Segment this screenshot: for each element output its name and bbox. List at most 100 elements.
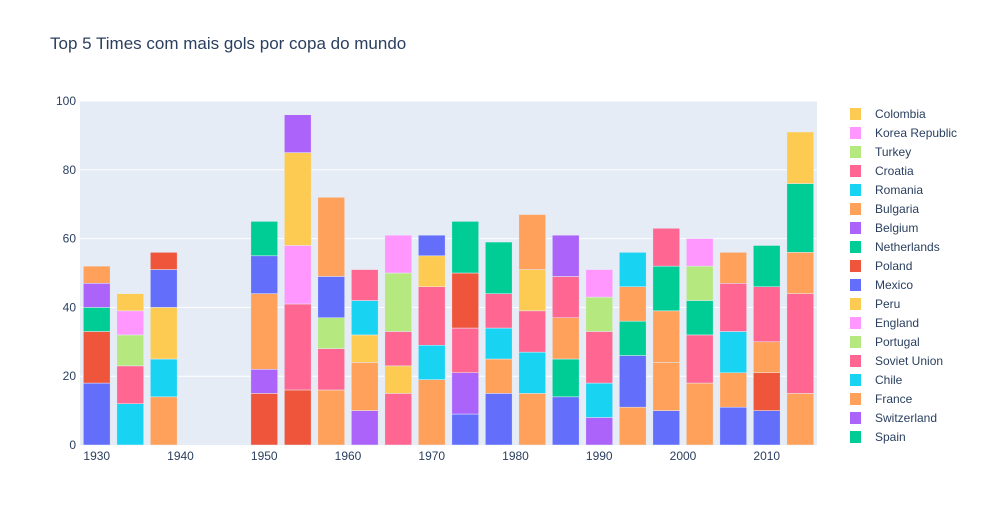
bar-segment-chile[interactable] [351, 300, 379, 336]
bar-segment-switzerland[interactable] [250, 369, 278, 394]
bar-segment-mexico[interactable] [619, 355, 647, 408]
bar-segment-soviet-union[interactable] [384, 393, 412, 446]
legend-swatch-colombia[interactable] [850, 108, 861, 120]
bar-segment-france[interactable] [786, 252, 814, 294]
legend-swatch-romania[interactable] [850, 184, 861, 196]
bar-segment-england[interactable] [384, 234, 412, 274]
legend-label-mexico[interactable]: Mexico [875, 278, 913, 292]
bar-segment-soviet-union[interactable] [317, 348, 345, 391]
bar-segment-spain[interactable] [552, 358, 580, 398]
bar-segment-france[interactable] [619, 286, 647, 322]
bar-segment-spain[interactable] [786, 183, 814, 253]
bar-segment-switzerland[interactable] [351, 410, 379, 446]
bar-segment-soviet-union[interactable] [585, 331, 613, 384]
bar-segment-chile[interactable] [485, 327, 513, 360]
legend-label-france[interactable]: France [875, 392, 913, 406]
bar-segment-peru[interactable] [384, 365, 412, 394]
bar-segment-france[interactable] [686, 382, 714, 446]
legend-label-peru[interactable]: Peru [875, 297, 900, 311]
bar-segment-chile[interactable] [719, 331, 747, 374]
legend-label-portugal[interactable]: Portugal [875, 335, 920, 349]
bar-segment-portugal[interactable] [116, 334, 144, 367]
legend-label-netherlands[interactable]: Netherlands [875, 240, 940, 254]
bar-segment-soviet-union[interactable] [719, 283, 747, 332]
bar-segment-mexico[interactable] [83, 382, 111, 446]
legend-label-spain[interactable]: Spain [875, 430, 906, 444]
legend-label-bulgaria[interactable]: Bulgaria [875, 202, 919, 216]
bar-segment-france[interactable] [351, 362, 379, 411]
bar-segment-soviet-union[interactable] [552, 276, 580, 318]
bar-segment-poland[interactable] [150, 252, 178, 270]
bar-segment-france[interactable] [250, 293, 278, 370]
bar-segment-mexico[interactable] [418, 234, 446, 257]
legend-label-england[interactable]: England [875, 316, 919, 330]
bar-segment-soviet-union[interactable] [284, 303, 312, 391]
bar-segment-poland[interactable] [250, 393, 278, 446]
bar-segment-france[interactable] [418, 379, 446, 446]
bar-segment-peru[interactable] [518, 269, 546, 312]
bar-segment-soviet-union[interactable] [753, 286, 781, 343]
bar-segment-soviet-union[interactable] [518, 310, 546, 353]
bar-segment-france[interactable] [652, 310, 680, 363]
bar-segment-chile[interactable] [585, 382, 613, 418]
legend-label-poland[interactable]: Poland [875, 259, 912, 273]
bar-segment-soviet-union[interactable] [451, 327, 479, 374]
bar-segment-poland[interactable] [284, 389, 312, 446]
legend-label-belgium[interactable]: Belgium [875, 221, 918, 235]
bar-segment-portugal[interactable] [585, 296, 613, 332]
bar-segment-portugal[interactable] [384, 272, 412, 332]
bar-segment-spain[interactable] [250, 221, 278, 257]
bar-segment-england[interactable] [686, 238, 714, 267]
bar-segment-france[interactable] [150, 396, 178, 446]
bar-segment-france[interactable] [619, 406, 647, 446]
bar-segment-chile[interactable] [418, 344, 446, 380]
bar-segment-france[interactable] [518, 214, 546, 270]
legend-label-korea-republic[interactable]: Korea Republic [875, 126, 957, 140]
bar-segment-france[interactable] [485, 358, 513, 394]
legend-swatch-peru[interactable] [850, 298, 861, 310]
bar-segment-mexico[interactable] [451, 413, 479, 446]
bar-segment-spain[interactable] [619, 320, 647, 356]
legend-swatch-netherlands[interactable] [850, 241, 861, 253]
legend-swatch-turkey[interactable] [850, 146, 861, 158]
bar-segment-peru[interactable] [284, 152, 312, 246]
bar-segment-chile[interactable] [619, 252, 647, 288]
bar-segment-soviet-union[interactable] [686, 334, 714, 384]
bar-segment-portugal[interactable] [686, 265, 714, 301]
bar-segment-soviet-union[interactable] [786, 293, 814, 394]
legend-swatch-soviet-union[interactable] [850, 355, 861, 367]
bar-segment-spain[interactable] [652, 265, 680, 312]
bar-segment-france[interactable] [652, 362, 680, 411]
legend-swatch-korea-republic[interactable] [850, 127, 861, 139]
bar-segment-chile[interactable] [518, 351, 546, 394]
legend-label-soviet-union[interactable]: Soviet Union [875, 354, 943, 368]
bar-segment-france[interactable] [719, 372, 747, 408]
bar-segment-poland[interactable] [83, 331, 111, 384]
bar-segment-france[interactable] [317, 389, 345, 446]
legend-swatch-mexico[interactable] [850, 279, 861, 291]
bar-segment-soviet-union[interactable] [652, 228, 680, 267]
legend-swatch-england[interactable] [850, 317, 861, 329]
legend-swatch-spain[interactable] [850, 431, 861, 443]
bar-segment-mexico[interactable] [250, 255, 278, 294]
bar-segment-spain[interactable] [451, 221, 479, 274]
bar-segment-mexico[interactable] [552, 396, 580, 446]
legend-label-colombia[interactable]: Colombia [875, 107, 926, 121]
bar-segment-soviet-union[interactable] [116, 365, 144, 404]
bar-segment-england[interactable] [585, 269, 613, 298]
bar-segment-england[interactable] [116, 310, 144, 336]
bar-segment-france[interactable] [552, 317, 580, 360]
legend-swatch-portugal[interactable] [850, 336, 861, 348]
bar-segment-poland[interactable] [753, 372, 781, 411]
bar-segment-mexico[interactable] [317, 276, 345, 318]
bar-segment-france[interactable] [518, 393, 546, 446]
legend-swatch-switzerland[interactable] [850, 412, 861, 424]
legend-swatch-chile[interactable] [850, 374, 861, 386]
bar-segment-peru[interactable] [150, 307, 178, 360]
legend-label-switzerland[interactable]: Switzerland [875, 411, 937, 425]
legend-label-croatia[interactable]: Croatia [875, 164, 914, 178]
bar-segment-switzerland[interactable] [451, 372, 479, 415]
bar-segment-france[interactable] [317, 197, 345, 277]
bar-segment-peru[interactable] [116, 293, 144, 312]
bar-segment-peru[interactable] [786, 131, 814, 184]
